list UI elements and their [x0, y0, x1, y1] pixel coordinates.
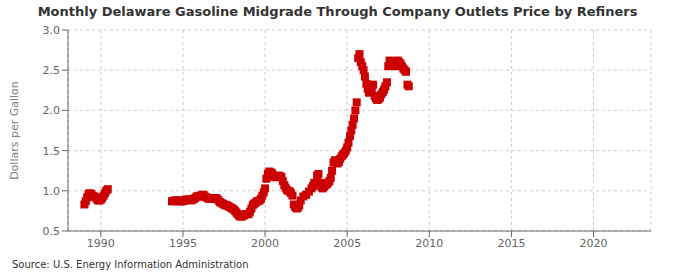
svg-text:Dollars per Gallon: Dollars per Gallon [8, 81, 21, 180]
svg-text:1.0: 1.0 [43, 185, 61, 198]
svg-text:2005: 2005 [333, 237, 361, 250]
svg-text:2.5: 2.5 [43, 64, 61, 77]
svg-text:2020: 2020 [580, 237, 608, 250]
svg-text:1.5: 1.5 [43, 145, 61, 158]
svg-text:2000: 2000 [251, 237, 279, 250]
svg-text:2015: 2015 [497, 237, 525, 250]
svg-text:2.0: 2.0 [43, 104, 61, 117]
svg-text:1990: 1990 [87, 237, 115, 250]
svg-text:0.5: 0.5 [43, 225, 61, 238]
svg-text:2010: 2010 [415, 237, 443, 250]
svg-text:3.0: 3.0 [43, 24, 61, 37]
svg-text:1995: 1995 [169, 237, 197, 250]
html-text:Source: U.S. Energy Informatio: Source: U.S. Energy Information Administ… [12, 259, 249, 270]
html-text:Monthly Delaware Gasoline Midg: Monthly Delaware Gasoline Midgrade Throu… [37, 4, 638, 19]
